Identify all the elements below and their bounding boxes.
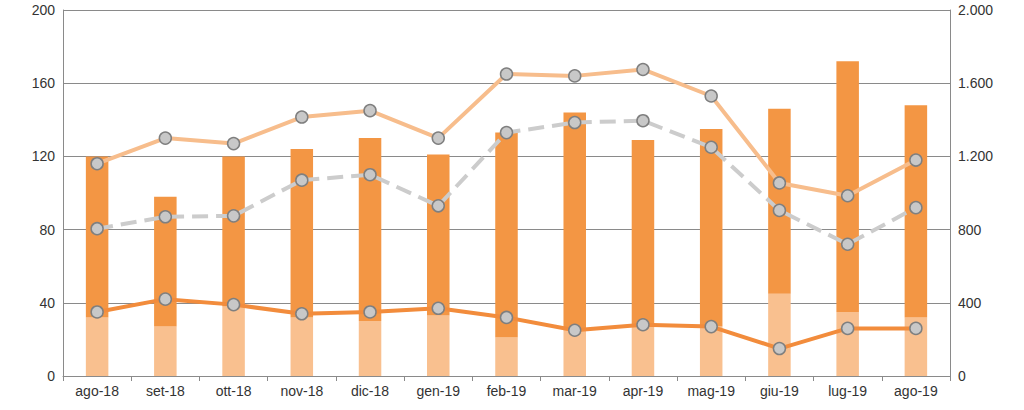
svg-text:ott-18: ott-18 [216,383,252,399]
svg-text:80: 80 [39,222,55,238]
svg-text:200: 200 [32,2,56,18]
svg-text:giu-19: giu-19 [760,383,799,399]
svg-text:1.200: 1.200 [958,148,993,164]
svg-text:apr-19: apr-19 [623,383,664,399]
svg-text:dic-18: dic-18 [351,383,389,399]
svg-text:ago-19: ago-19 [894,383,938,399]
svg-text:feb-19: feb-19 [487,383,527,399]
svg-text:2.000: 2.000 [958,2,993,18]
svg-text:ago-18: ago-18 [75,383,119,399]
svg-text:40: 40 [39,295,55,311]
svg-text:lug-19: lug-19 [828,383,867,399]
svg-text:0: 0 [47,368,55,384]
svg-text:nov-18: nov-18 [280,383,323,399]
svg-text:160: 160 [32,75,56,91]
svg-text:mar-19: mar-19 [553,383,598,399]
svg-text:set-18: set-18 [146,383,185,399]
svg-text:mag-19: mag-19 [687,383,735,399]
svg-text:120: 120 [32,148,56,164]
svg-text:1.600: 1.600 [958,75,993,91]
svg-text:0: 0 [958,368,966,384]
svg-text:800: 800 [958,222,982,238]
svg-text:400: 400 [958,295,982,311]
svg-text:gen-19: gen-19 [416,383,460,399]
